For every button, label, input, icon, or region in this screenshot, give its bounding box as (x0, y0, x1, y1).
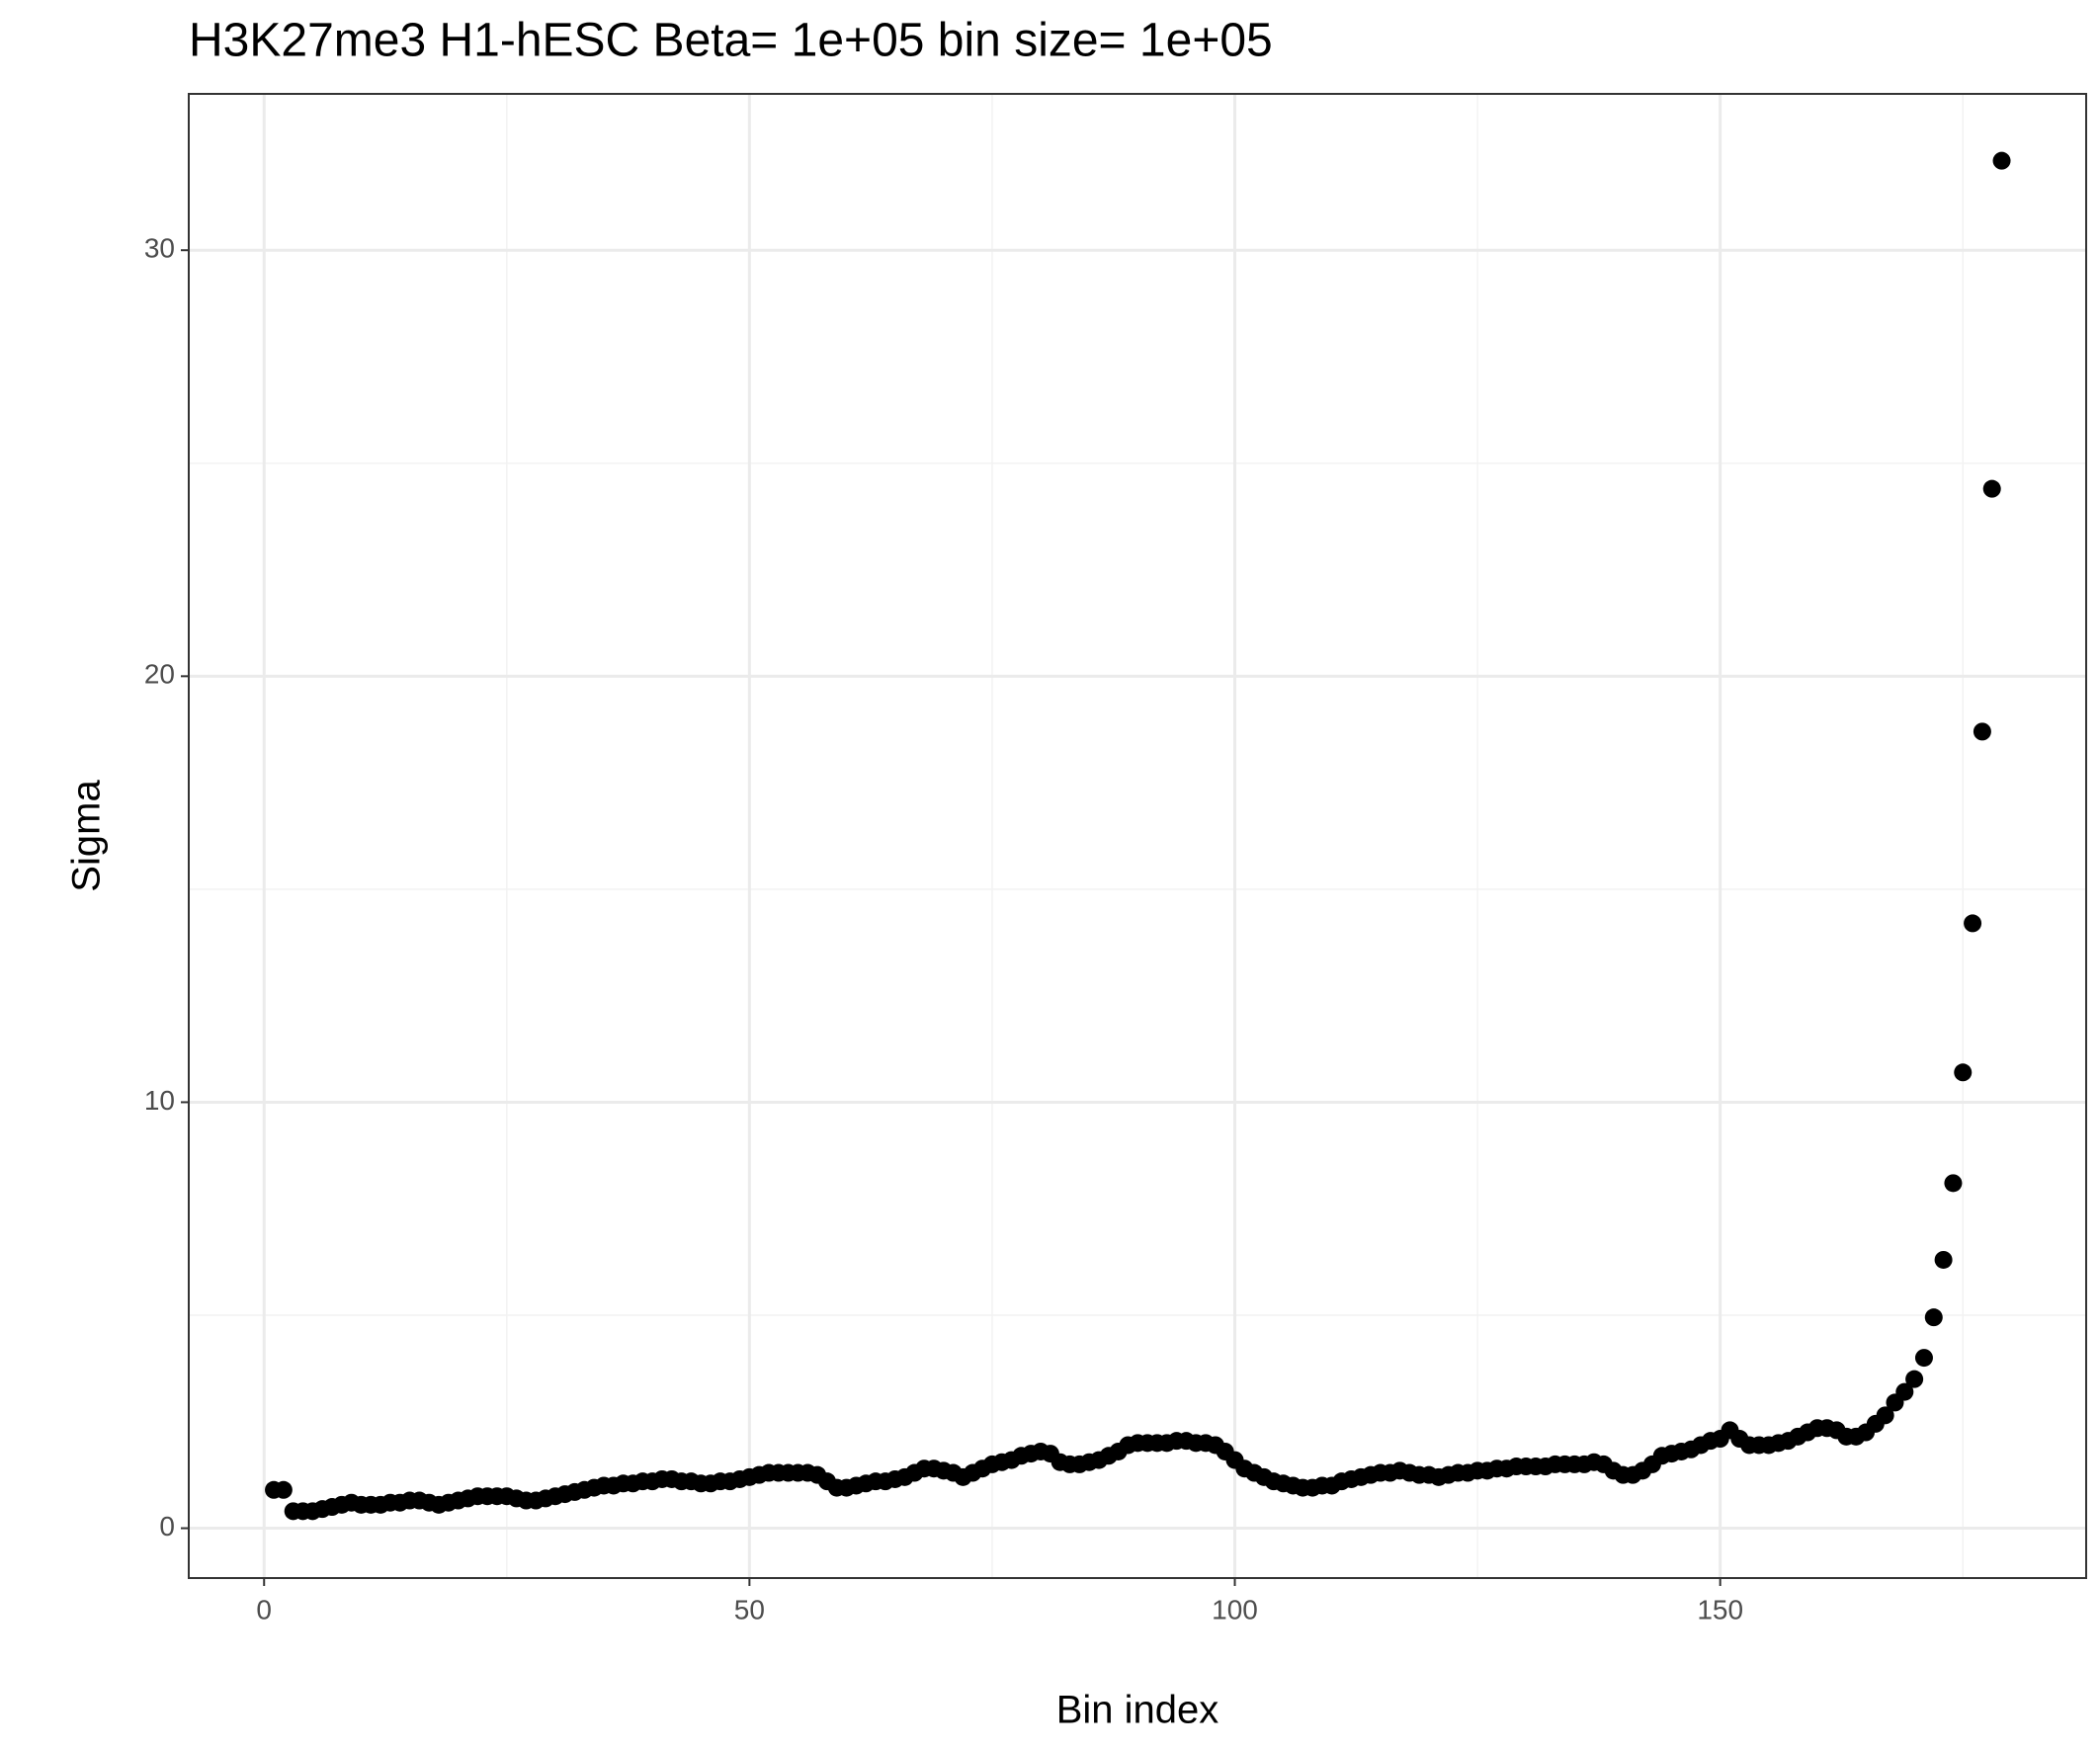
point (1914, 1349, 1933, 1368)
point (1934, 1250, 1953, 1269)
y-tick-label: 10 (144, 1085, 175, 1116)
x-tick-label: 50 (734, 1594, 765, 1625)
y-axis-label: Sigma (65, 780, 109, 892)
point (274, 1480, 293, 1499)
point (1876, 1406, 1894, 1425)
chart-title: H3K27me3 H1-hESC Beta= 1e+05 bin size= 1… (189, 15, 1273, 67)
x-tick-label: 0 (256, 1594, 272, 1625)
y-tick-label: 30 (144, 233, 175, 264)
y-tick-label: 20 (144, 659, 175, 690)
point (1905, 1370, 1924, 1388)
x-tick-label: 100 (1212, 1594, 1258, 1625)
x-axis-label: Bin index (1056, 1689, 1219, 1732)
x-tick-label: 150 (1697, 1594, 1743, 1625)
y-tick-label: 0 (159, 1511, 175, 1542)
point (1944, 1174, 1963, 1193)
point (1982, 479, 2001, 498)
point (1895, 1382, 1914, 1401)
point (1992, 151, 2011, 170)
point (1973, 722, 1991, 741)
point (1964, 914, 1982, 933)
point (1954, 1063, 1973, 1082)
panel-border (188, 93, 2087, 1579)
point (1924, 1308, 1943, 1327)
